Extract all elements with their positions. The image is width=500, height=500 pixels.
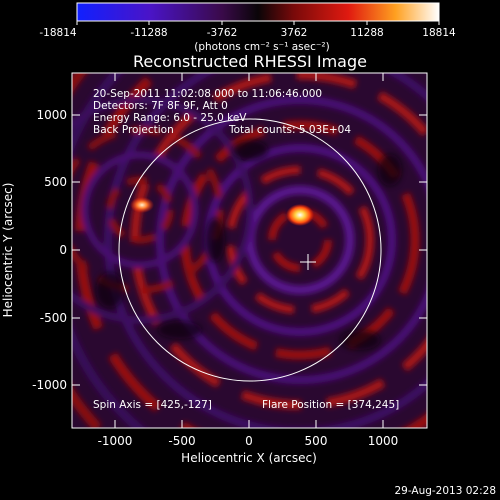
plot-title: Reconstructed RHESSI Image (133, 52, 367, 71)
colorbar-tick-label: -18814 (39, 27, 77, 39)
info-total-counts: Total counts: 5.03E+04 (228, 124, 351, 136)
solar-image (72, 73, 427, 428)
secondary-source (130, 197, 154, 213)
y-tick-label: -1000 (32, 378, 67, 392)
solar-limb (118, 118, 382, 382)
spin-axis-marker (300, 254, 316, 270)
info-time-range: 20-Sep-2011 11:02:08.000 to 11:06:46.000 (93, 88, 322, 100)
colorbar-gradient (76, 2, 440, 22)
colorbar-tick-label: -11288 (130, 27, 167, 39)
x-axis-ticks (114, 73, 384, 428)
x-tick-label: -1000 (98, 434, 133, 448)
colorbar: -18814 -11288 -3762 3762 11288 18814 (ph… (39, 2, 456, 53)
x-tick-label: 1000 (368, 434, 399, 448)
y-tick-label: 500 (44, 175, 67, 189)
x-tick-label: 500 (305, 434, 328, 448)
y-tick-label: -500 (40, 311, 67, 325)
colorbar-tick-label: 11288 (350, 27, 383, 39)
flare-source (286, 204, 314, 226)
colorbar-tick-label: 18814 (422, 27, 456, 39)
y-tick-label: 0 (59, 243, 67, 257)
y-axis-label: Heliocentric Y (arcsec) (1, 183, 15, 318)
footer-date: 29-Aug-2013 02:28 (394, 485, 496, 497)
x-tick-label: 0 (245, 434, 253, 448)
info-detectors: Detectors: 7F 8F 9F, Att 0 (93, 100, 228, 112)
y-tick-label: 1000 (36, 108, 67, 122)
colorbar-tick-label: 3762 (281, 27, 308, 39)
flare-position-label: Flare Position = [374,245] (262, 399, 399, 411)
info-method: Back Projection (93, 124, 174, 136)
info-energy-range: Energy Range: 6.0 - 25.0 keV (93, 112, 247, 124)
x-axis-label: Heliocentric X (arcsec) (181, 451, 317, 465)
spin-axis-label: Spin Axis = [425,-127] (93, 399, 212, 411)
colorbar-unit-label: (photons cm⁻² s⁻¹ asec⁻²) (194, 41, 329, 53)
y-axis-ticks (72, 114, 427, 386)
x-tick-label: -500 (168, 434, 195, 448)
colorbar-tick-label: -3762 (207, 27, 238, 39)
